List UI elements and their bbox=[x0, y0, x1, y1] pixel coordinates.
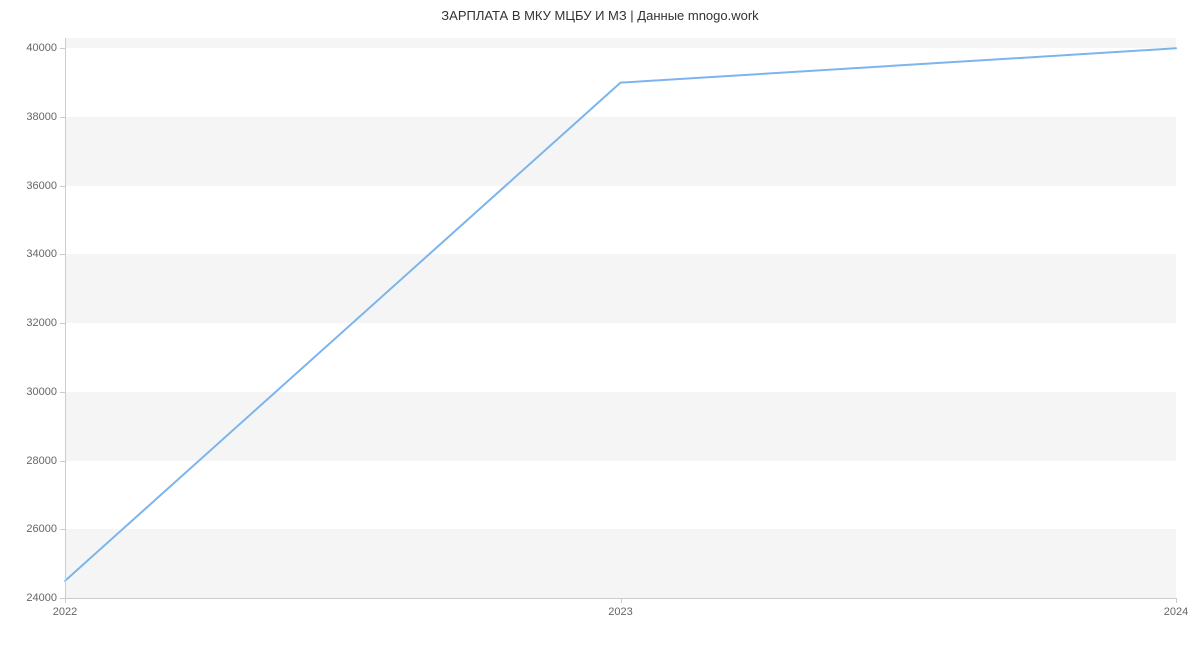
x-tick-mark bbox=[1176, 598, 1177, 603]
y-tick-label: 24000 bbox=[26, 592, 57, 604]
y-axis-line bbox=[65, 38, 66, 598]
y-tick-label: 34000 bbox=[26, 248, 57, 260]
y-tick-label: 26000 bbox=[26, 523, 57, 535]
chart-title: ЗАРПЛАТА В МКУ МЦБУ И МЗ | Данные mnogo.… bbox=[0, 8, 1200, 23]
y-tick-label: 30000 bbox=[26, 386, 57, 398]
x-axis-line bbox=[65, 598, 1176, 599]
y-tick-label: 32000 bbox=[26, 317, 57, 329]
x-tick-label: 2022 bbox=[53, 606, 77, 618]
y-tick-label: 40000 bbox=[26, 42, 57, 54]
x-tick-label: 2023 bbox=[608, 606, 632, 618]
y-tick-label: 28000 bbox=[26, 455, 57, 467]
y-tick-label: 36000 bbox=[26, 180, 57, 192]
salary-line-chart: ЗАРПЛАТА В МКУ МЦБУ И МЗ | Данные mnogo.… bbox=[0, 0, 1200, 650]
plot-area: 2400026000280003000032000340003600038000… bbox=[65, 38, 1176, 598]
x-tick-label: 2024 bbox=[1164, 606, 1188, 618]
line-series bbox=[65, 38, 1176, 598]
y-tick-label: 38000 bbox=[26, 111, 57, 123]
